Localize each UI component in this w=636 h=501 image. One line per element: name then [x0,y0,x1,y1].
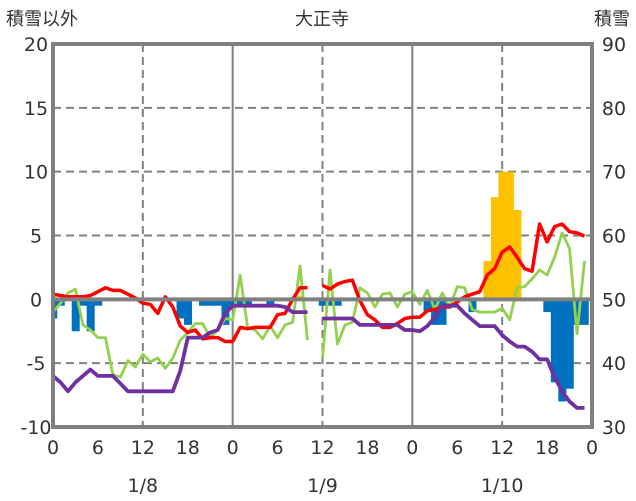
y-tick-label-right: 70 [602,162,626,184]
bar [423,299,432,313]
bar [498,171,507,300]
bar [206,299,215,306]
x-tick-label: 6 [451,437,463,459]
x-tick-label: 6 [92,437,104,459]
bar [86,299,95,332]
y-tick-label-right: 50 [602,289,626,311]
right-axis-title: 積雪 [594,9,630,30]
y-tick-label-right: 80 [602,98,626,120]
y-tick-label-right: 60 [602,226,626,248]
bar [550,299,559,383]
x-tick-label: 6 [272,437,284,459]
date-label: 1/8 [128,475,159,497]
bar [505,171,514,300]
y-tick-label-left: 10 [24,162,48,184]
bar [326,299,335,306]
bar [543,299,552,313]
bar [266,299,275,306]
x-tick-label: 0 [586,437,598,459]
plot-frame [51,42,594,429]
bar [176,299,185,319]
bar [333,299,342,306]
y-tick-label-left: 5 [30,226,42,248]
line-green [51,231,586,379]
x-tick-label: 0 [227,437,239,459]
x-tick-label: 18 [355,437,379,459]
bar [228,299,237,306]
chart-title: 大正寺 [295,9,349,30]
bar [184,299,192,325]
bar [468,299,477,313]
x-tick-label: 12 [131,437,155,459]
y-tick-label-left: -10 [20,417,51,439]
bar [236,299,245,306]
axes [51,42,594,429]
date-label: 1/9 [307,475,338,497]
bar [213,299,222,306]
bar [483,261,492,300]
y-tick-label-left: -5 [27,353,46,375]
x-tick-label: 0 [406,437,418,459]
x-tick-label: 0 [47,437,59,459]
bar [243,299,252,306]
y-tick-label-right: 40 [602,353,626,375]
x-tick-label: 18 [535,437,559,459]
y-tick-label-right: 30 [602,417,626,439]
bar [318,299,327,306]
y-tick-label-left: 15 [24,98,48,120]
y-tick-label-left: 20 [24,34,48,56]
y-tick-label-left: 0 [30,289,42,311]
labels: 積雪以外 大正寺 積雪 20151050-5-10908070605040300… [6,9,630,497]
x-tick-label: 18 [176,437,200,459]
bar [490,197,499,300]
bar [94,299,103,306]
bar [580,299,589,325]
x-tick-label: 12 [490,437,514,459]
bar [431,299,440,325]
line-purple [51,303,585,410]
date-label: 1/10 [481,475,524,497]
left-axis-title: 積雪以外 [6,9,78,30]
bar [565,299,574,389]
bar [558,299,567,402]
bar [198,299,207,306]
y-tick-label-right: 90 [602,34,626,56]
line-series [51,222,586,410]
bar [71,299,80,332]
bar [573,299,582,325]
bar [79,299,88,306]
x-tick-label: 12 [310,437,334,459]
bar [438,299,447,325]
